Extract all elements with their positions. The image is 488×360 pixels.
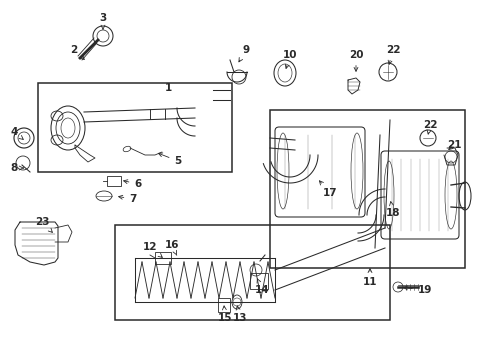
Text: 15: 15 (217, 306, 232, 323)
Text: 20: 20 (348, 50, 363, 71)
Bar (107, 176, 121, 186)
Text: 21: 21 (446, 140, 460, 150)
Bar (218, 298, 229, 312)
Text: 4: 4 (10, 127, 23, 139)
Bar (155, 252, 171, 264)
Text: 9: 9 (239, 45, 249, 62)
Bar (115, 225, 389, 320)
Text: 8: 8 (10, 163, 23, 173)
Text: 12: 12 (142, 242, 162, 257)
Text: 16: 16 (164, 240, 179, 255)
Text: 19: 19 (403, 285, 431, 295)
Text: 3: 3 (99, 13, 106, 29)
Bar (249, 273, 267, 289)
Text: 11: 11 (362, 269, 376, 287)
Bar (269, 110, 464, 268)
Text: 2: 2 (70, 45, 84, 59)
Text: 23: 23 (35, 217, 52, 232)
Text: 13: 13 (232, 306, 247, 323)
Text: 6: 6 (123, 179, 142, 189)
Text: 1: 1 (164, 83, 171, 93)
Text: 18: 18 (385, 202, 400, 218)
Text: 22: 22 (385, 45, 400, 64)
Text: 5: 5 (158, 153, 181, 166)
Text: 22: 22 (422, 120, 436, 134)
Text: 10: 10 (282, 50, 297, 68)
Text: 7: 7 (119, 194, 137, 204)
Text: 14: 14 (254, 279, 269, 295)
Bar (38, 83, 231, 172)
Text: 17: 17 (319, 181, 337, 198)
